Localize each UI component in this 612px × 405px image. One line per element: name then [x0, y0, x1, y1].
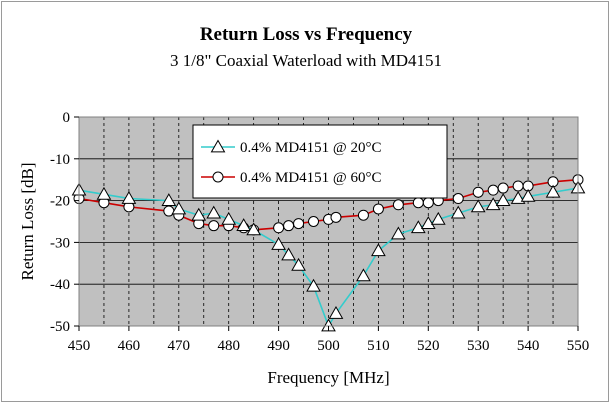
data-point-triangle — [430, 211, 446, 225]
data-point-triangle — [306, 278, 321, 292]
data-point-circle — [357, 209, 369, 221]
legend-label: 0.4% MD4151 @ 60°C — [240, 170, 381, 186]
data-point-triangle — [210, 139, 226, 153]
data-point-triangle — [495, 193, 511, 206]
data-point-circle — [283, 220, 295, 232]
chart-title: Return Loss vs Frequency — [199, 24, 413, 45]
data-point-triangle — [171, 201, 187, 215]
data-point-triangle — [161, 193, 177, 206]
data-point-triangle — [485, 197, 501, 211]
data-point-triangle — [410, 220, 426, 234]
data-point-circle — [497, 182, 509, 194]
data-point-triangle — [470, 199, 486, 213]
data-point-triangle — [271, 236, 286, 250]
x-tick-label: 470 — [168, 338, 191, 354]
legend-label: 0.4% MD4151 @ 20°C — [240, 140, 381, 156]
data-point-triangle — [281, 247, 296, 261]
legend: 0.4% MD4151 @ 20°C 0.4% MD4151 @ 60°C — [192, 124, 448, 199]
x-tick-label: 530 — [467, 338, 490, 354]
data-point-triangle — [206, 205, 222, 219]
data-point-triangle — [121, 191, 137, 204]
data-point-circle — [472, 186, 484, 198]
data-point-triangle — [450, 205, 466, 219]
x-tick-label: 550 — [567, 338, 590, 354]
x-tick-label: 540 — [517, 338, 540, 354]
data-point-circle — [487, 184, 499, 196]
data-point-triangle — [221, 211, 237, 225]
data-point-triangle — [510, 191, 526, 204]
data-point-triangle — [236, 218, 252, 232]
data-point-triangle — [390, 226, 406, 240]
x-tick-label: 500 — [317, 338, 340, 354]
x-tick-label: 480 — [217, 338, 240, 354]
data-point-triangle — [420, 216, 436, 229]
data-point-triangle — [246, 222, 262, 236]
data-point-circle — [330, 211, 342, 223]
axis-ticks: 450 460 470 480 490 500 510 520 530 540 550 0 -10 -20… — [50, 110, 589, 354]
data-point-triangle — [545, 184, 561, 198]
x-tick-label: 520 — [417, 338, 440, 354]
data-point-circle — [412, 197, 424, 209]
data-point-circle — [293, 218, 305, 230]
data-point-triangle — [191, 207, 207, 221]
y-tick-label: -20 — [50, 194, 70, 210]
data-point-circle — [422, 197, 434, 209]
data-point-triangle — [371, 243, 386, 257]
y-tick-label: -10 — [50, 152, 70, 168]
data-point-circle — [212, 171, 224, 183]
legend-box — [192, 124, 448, 199]
chart-subtitle: 3 1/8" Coaxial Waterload with MD4151 — [169, 51, 443, 70]
data-point-triangle — [96, 186, 112, 200]
data-point-circle — [452, 193, 464, 205]
y-tick-label: -40 — [50, 277, 70, 293]
y-tick-label: -30 — [50, 235, 70, 251]
data-point-triangle — [291, 257, 306, 271]
data-point-triangle — [520, 188, 536, 202]
data-point-circle — [163, 205, 175, 217]
x-tick-label: 450 — [68, 338, 91, 354]
data-point-circle — [208, 220, 220, 232]
data-point-circle — [392, 199, 404, 211]
data-point-circle — [273, 222, 285, 234]
x-tick-label: 460 — [118, 338, 141, 354]
x-tick-label: 490 — [267, 338, 290, 354]
data-point-triangle — [328, 305, 344, 319]
y-tick-label: 0 — [63, 110, 71, 126]
y-tick-label: -50 — [50, 319, 70, 335]
data-point-circle — [308, 216, 320, 227]
data-point-triangle — [356, 268, 371, 282]
x-axis-title: Frequency [MHz] — [267, 368, 389, 387]
data-point-circle — [372, 203, 384, 215]
y-axis-title: Return Loss [dB] — [18, 162, 37, 280]
data-point-circle — [512, 180, 524, 192]
x-tick-label: 510 — [367, 338, 390, 354]
series-1 — [73, 174, 584, 236]
